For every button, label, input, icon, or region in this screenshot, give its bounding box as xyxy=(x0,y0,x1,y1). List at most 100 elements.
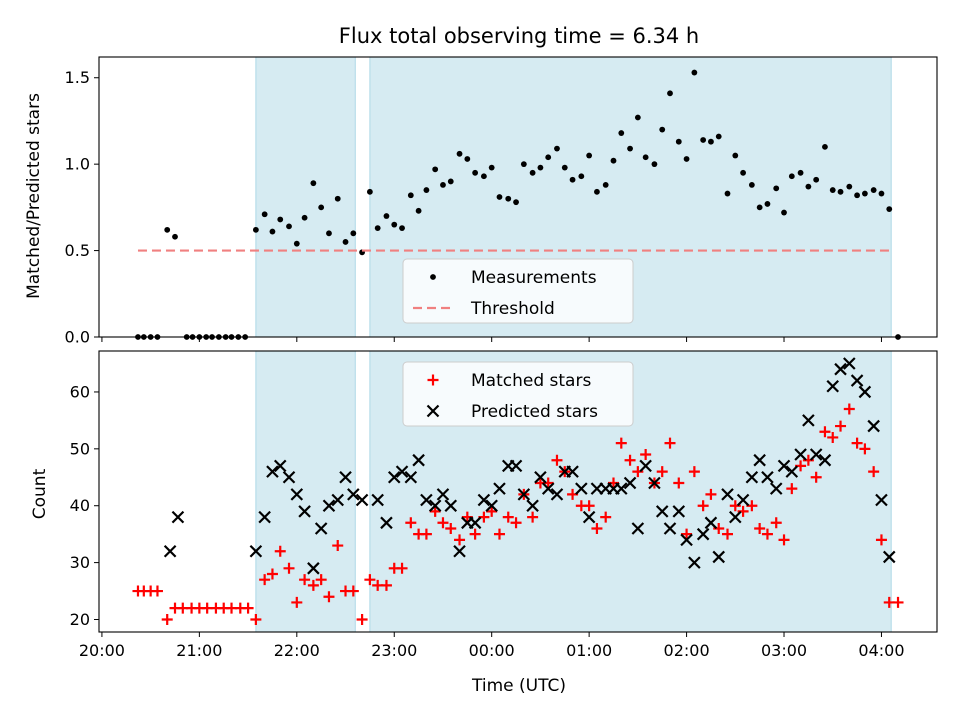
measurements-point xyxy=(618,130,625,136)
x-tick-label: 22:00 xyxy=(274,641,320,660)
y-tick-label: 1.5 xyxy=(65,68,90,87)
predicted-stars-point xyxy=(355,493,369,507)
matched-stars-legend-marker xyxy=(427,374,439,386)
measurements-point xyxy=(610,157,617,164)
matched-stars-point xyxy=(323,591,335,603)
chart-title: Flux total observing time = 6.34 h xyxy=(339,24,699,48)
measurements-point xyxy=(691,69,698,76)
predicted-stars-point xyxy=(753,453,766,467)
measurements-point xyxy=(700,137,707,143)
measurements-point xyxy=(334,195,341,202)
predicted-stars-point xyxy=(704,516,718,530)
predicted-stars-point xyxy=(258,510,271,524)
matched-stars-point xyxy=(583,500,595,512)
measurements-point xyxy=(797,169,804,176)
matched-stars-point xyxy=(486,505,498,517)
predicted-stars-point xyxy=(867,419,880,433)
measurements-point xyxy=(561,164,568,171)
predicted-stars-point xyxy=(534,471,547,484)
legend-box xyxy=(402,361,634,427)
y-tick-label: 30 xyxy=(70,553,90,572)
measurements-point xyxy=(407,192,414,199)
x-tick-label: 03:00 xyxy=(761,641,807,660)
matched-stars-point xyxy=(364,574,376,586)
predicted-stars-point xyxy=(322,499,336,512)
measurements-point xyxy=(594,188,600,195)
measurements-point xyxy=(496,194,503,200)
measurements-point xyxy=(513,199,519,206)
matched-stars-point xyxy=(429,505,441,517)
matched-stars-point xyxy=(640,449,652,461)
predicted-stars-point xyxy=(282,471,296,484)
predicted-stars-point xyxy=(582,510,596,524)
y-tick-label: 40 xyxy=(70,496,90,515)
predicted-stars-point xyxy=(436,488,450,501)
measurements-point xyxy=(813,176,820,183)
matched-stars-point xyxy=(859,443,871,455)
matched-stars-point xyxy=(802,454,814,466)
measurements-point xyxy=(634,114,641,121)
predicted-stars-point xyxy=(648,476,661,490)
matched-stars-point xyxy=(688,466,700,478)
measurements-point xyxy=(286,223,292,230)
predicted-stars-legend-label: Predicted stars xyxy=(471,402,598,422)
predicted-stars-point xyxy=(550,488,564,501)
predicted-stars-point xyxy=(290,488,304,501)
matched-stars-point xyxy=(315,574,327,586)
predicted-stars-point xyxy=(826,379,840,393)
measurements-point xyxy=(715,133,722,140)
predicted-stars-point xyxy=(485,499,498,512)
predicted-stars-point xyxy=(493,482,506,495)
measurements-point xyxy=(415,207,422,214)
measurements-point xyxy=(301,214,308,221)
matched-stars-point xyxy=(778,534,790,546)
predicted-stars-point xyxy=(729,510,742,524)
plot-layer: 0.0 0.5 1.0 1.5 Measurements Threshold 20 30 40 5… xyxy=(65,56,938,660)
predicted-stars-point xyxy=(721,488,734,501)
matched-stars-point xyxy=(705,488,717,500)
y-tick-label: 60 xyxy=(70,382,90,401)
measurements-point xyxy=(423,187,430,193)
bottom-y-axis-label: Count xyxy=(30,468,50,519)
measurements-point xyxy=(293,240,300,247)
predicted-stars-point xyxy=(526,499,539,512)
measurements-point xyxy=(172,233,178,240)
matched-stars-point xyxy=(502,511,514,523)
matched-stars-point xyxy=(681,528,693,540)
measurements-point xyxy=(537,164,544,171)
measurements-point xyxy=(788,173,795,180)
predicted-stars-point xyxy=(802,414,815,427)
matched-stars-point xyxy=(713,522,725,534)
measurements-point xyxy=(399,225,405,232)
predicted-stars-point xyxy=(785,465,799,478)
measurements-point xyxy=(805,183,812,190)
measurements-point xyxy=(326,230,332,237)
predicted-stars-legend-marker xyxy=(426,404,440,418)
measurements-point xyxy=(545,154,552,161)
panel-frame xyxy=(98,56,938,338)
matched-stars-point xyxy=(347,585,359,597)
matched-stars-point xyxy=(542,477,554,489)
panel-counts: 20 30 40 50 60 20:00 21:00 22:00 23:00 00:00 01:00… xyxy=(70,350,938,660)
measurements-point xyxy=(456,150,463,157)
predicted-stars-point xyxy=(712,550,726,564)
matched-stars-point xyxy=(469,528,481,540)
measurements-point xyxy=(464,156,471,162)
predicted-stars-point xyxy=(380,516,393,530)
y-tick-label: 1.0 xyxy=(65,155,90,174)
matched-stars-point xyxy=(551,454,563,466)
predicted-stars-point xyxy=(566,465,579,478)
panel-ratio: 0.0 0.5 1.0 1.5 Measurements Threshold xyxy=(65,56,938,347)
predicted-stars-point xyxy=(850,374,864,387)
predicted-stars-point xyxy=(688,556,701,569)
matched-stars-point xyxy=(591,522,603,534)
x-tick-label: 23:00 xyxy=(371,641,417,660)
predicted-stars-point xyxy=(834,362,847,376)
predicted-stars-point xyxy=(517,488,531,501)
predicted-stars-point xyxy=(777,459,791,473)
top-y-axis-label: Matched/Predicted stars xyxy=(24,93,44,299)
predicted-stars-point xyxy=(663,522,677,535)
measurements-point xyxy=(708,138,714,145)
matched-stars-point xyxy=(892,596,904,608)
